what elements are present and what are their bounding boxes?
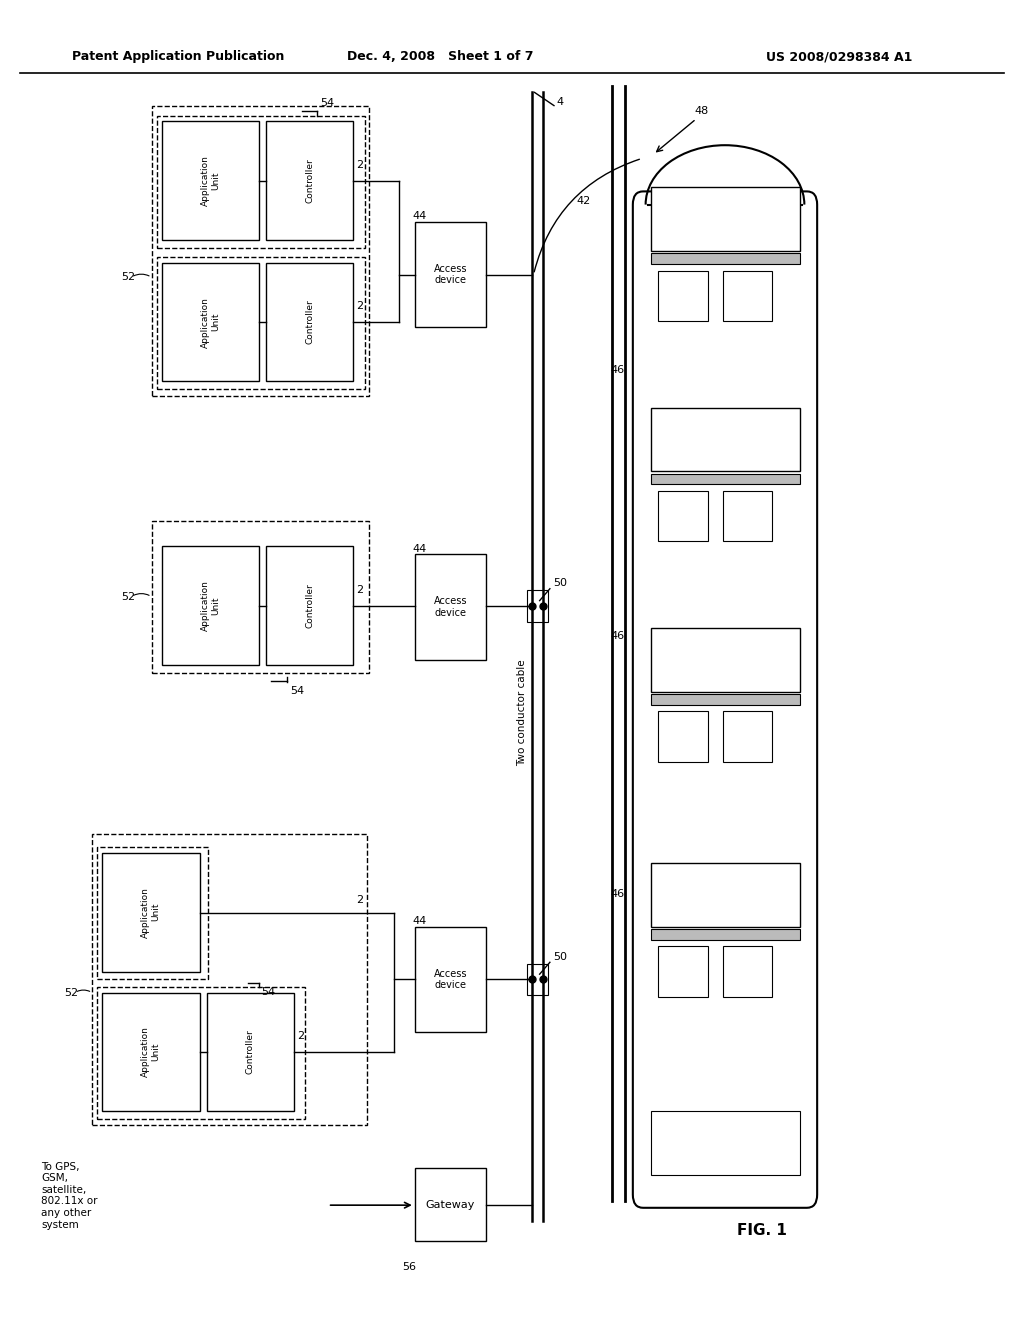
FancyBboxPatch shape (102, 853, 200, 972)
FancyBboxPatch shape (102, 993, 200, 1111)
FancyBboxPatch shape (415, 554, 486, 660)
Text: Application
Unit: Application Unit (141, 1027, 161, 1077)
FancyBboxPatch shape (162, 121, 259, 240)
Text: 44: 44 (413, 211, 427, 222)
FancyBboxPatch shape (658, 711, 708, 762)
FancyBboxPatch shape (415, 1168, 486, 1241)
FancyBboxPatch shape (415, 927, 486, 1032)
Text: Dec. 4, 2008   Sheet 1 of 7: Dec. 4, 2008 Sheet 1 of 7 (347, 50, 534, 63)
FancyBboxPatch shape (266, 263, 353, 381)
Text: Controller: Controller (246, 1030, 255, 1074)
Text: 4: 4 (556, 96, 563, 107)
FancyBboxPatch shape (723, 711, 772, 762)
Text: 54: 54 (290, 686, 304, 697)
Text: Two conductor cable: Two conductor cable (517, 660, 527, 766)
Text: Controller: Controller (305, 300, 314, 345)
FancyBboxPatch shape (207, 993, 294, 1111)
Text: Application
Unit: Application Unit (201, 156, 220, 206)
Text: 42: 42 (577, 195, 591, 206)
FancyBboxPatch shape (651, 1111, 800, 1175)
Text: Access
device: Access device (434, 969, 467, 990)
FancyBboxPatch shape (633, 191, 817, 1208)
FancyBboxPatch shape (658, 271, 708, 321)
Text: Access
device: Access device (434, 264, 467, 285)
Text: 46: 46 (610, 888, 625, 899)
FancyBboxPatch shape (723, 271, 772, 321)
Text: 44: 44 (413, 916, 427, 927)
Text: Application
Unit: Application Unit (201, 581, 220, 631)
FancyBboxPatch shape (651, 187, 800, 251)
FancyBboxPatch shape (651, 694, 800, 705)
FancyBboxPatch shape (651, 408, 800, 471)
FancyBboxPatch shape (651, 253, 800, 264)
Text: 2: 2 (356, 895, 364, 906)
FancyBboxPatch shape (415, 222, 486, 327)
FancyBboxPatch shape (651, 474, 800, 484)
Text: 56: 56 (402, 1262, 417, 1272)
Text: 44: 44 (413, 544, 427, 554)
Text: Access
device: Access device (434, 597, 467, 618)
Text: 2: 2 (356, 301, 364, 312)
FancyBboxPatch shape (651, 929, 800, 940)
Text: FIG. 1: FIG. 1 (737, 1222, 787, 1238)
FancyBboxPatch shape (162, 263, 259, 381)
FancyBboxPatch shape (266, 121, 353, 240)
Text: 46: 46 (610, 364, 625, 375)
FancyBboxPatch shape (723, 946, 772, 997)
Text: 54: 54 (261, 987, 275, 998)
Text: US 2008/0298384 A1: US 2008/0298384 A1 (767, 50, 912, 63)
Text: 2: 2 (356, 585, 364, 595)
Text: 2: 2 (297, 1031, 304, 1041)
FancyBboxPatch shape (658, 491, 708, 541)
FancyBboxPatch shape (266, 546, 353, 665)
Text: 52: 52 (121, 272, 135, 282)
FancyBboxPatch shape (723, 491, 772, 541)
Text: Application
Unit: Application Unit (201, 297, 220, 347)
FancyBboxPatch shape (658, 946, 708, 997)
Text: Controller: Controller (305, 158, 314, 203)
Text: Controller: Controller (305, 583, 314, 628)
Text: 52: 52 (65, 987, 79, 998)
Text: 48: 48 (694, 106, 709, 116)
Text: To GPS,
GSM,
satellite,
802.11x or
any other
system: To GPS, GSM, satellite, 802.11x or any o… (41, 1162, 97, 1230)
FancyBboxPatch shape (651, 863, 800, 927)
Text: 54: 54 (321, 98, 335, 108)
Text: 2: 2 (356, 160, 364, 170)
Text: 52: 52 (121, 591, 135, 602)
Text: 50: 50 (553, 952, 567, 962)
Text: Patent Application Publication: Patent Application Publication (72, 50, 284, 63)
FancyBboxPatch shape (651, 628, 800, 692)
Text: 50: 50 (553, 578, 567, 589)
Text: Application
Unit: Application Unit (141, 887, 161, 937)
FancyBboxPatch shape (162, 546, 259, 665)
Text: 46: 46 (610, 631, 625, 642)
Text: Gateway: Gateway (426, 1200, 475, 1209)
